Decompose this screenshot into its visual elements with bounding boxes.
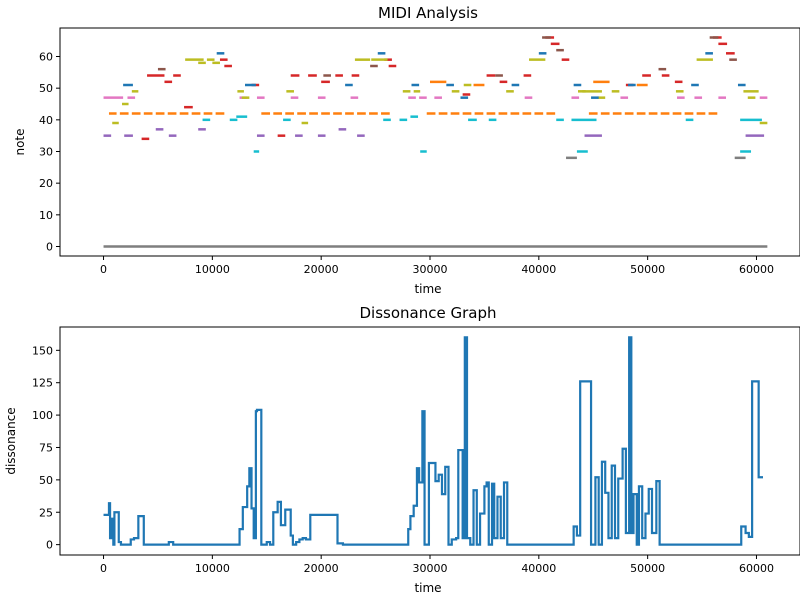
x-tick-label: 50000 — [630, 263, 665, 276]
x-tick-label: 40000 — [521, 263, 556, 276]
midi-x-axis-label: time — [414, 282, 441, 296]
x-tick-label: 0 — [100, 263, 107, 276]
midi-analysis-panel: MIDI Analysis 0 10000 20000 30000 40000 50000… — [13, 4, 800, 296]
midi-chart-title: MIDI Analysis — [378, 4, 478, 22]
dissonance-x-ticks: 0 10000 20000 30000 40000 50000 60000 — [100, 555, 774, 575]
y-tick-label: 40 — [39, 114, 53, 127]
y-tick-label: 125 — [32, 377, 53, 390]
x-tick-label: 50000 — [630, 562, 665, 575]
midi-note-marks — [103, 36, 768, 248]
x-tick-label: 10000 — [195, 263, 230, 276]
x-tick-label: 10000 — [195, 562, 230, 575]
x-tick-label: 30000 — [413, 562, 448, 575]
y-tick-label: 75 — [39, 441, 53, 454]
x-tick-label: 20000 — [304, 562, 339, 575]
dissonance-y-ticks: 0 25 50 75 100 125 150 — [32, 344, 60, 552]
midi-y-axis-label: note — [13, 128, 27, 155]
dissonance-chart-title: Dissonance Graph — [360, 304, 497, 322]
y-tick-label: 0 — [46, 539, 53, 552]
y-tick-label: 25 — [39, 506, 53, 519]
x-tick-label: 0 — [100, 562, 107, 575]
midi-axes-frame — [59, 27, 800, 257]
dissonance-line-marks — [103, 336, 763, 546]
y-tick-label: 60 — [39, 51, 53, 64]
dissonance-x-axis-label: time — [414, 581, 441, 595]
y-tick-label: 100 — [32, 409, 53, 422]
y-tick-label: 0 — [46, 241, 53, 254]
midi-x-ticks: 0 10000 20000 30000 40000 50000 60000 — [100, 256, 774, 276]
x-tick-label: 20000 — [304, 263, 339, 276]
x-tick-label: 40000 — [521, 562, 556, 575]
y-tick-label: 20 — [39, 177, 53, 190]
y-tick-label: 50 — [39, 474, 53, 487]
dissonance-line — [103, 336, 763, 546]
y-tick-label: 30 — [39, 146, 53, 159]
midi-y-ticks: 0 10 20 30 40 50 60 — [39, 51, 60, 254]
x-tick-label: 30000 — [413, 263, 448, 276]
dissonance-axes-frame — [59, 326, 800, 556]
x-tick-label: 60000 — [739, 263, 774, 276]
y-tick-label: 150 — [32, 344, 53, 357]
y-tick-label: 50 — [39, 82, 53, 95]
x-tick-label: 60000 — [739, 562, 774, 575]
y-tick-label: 10 — [39, 209, 53, 222]
dissonance-y-axis-label: dissonance — [4, 407, 18, 474]
dissonance-panel: Dissonance Graph 0 10000 20000 30000 40000 50… — [4, 304, 800, 595]
